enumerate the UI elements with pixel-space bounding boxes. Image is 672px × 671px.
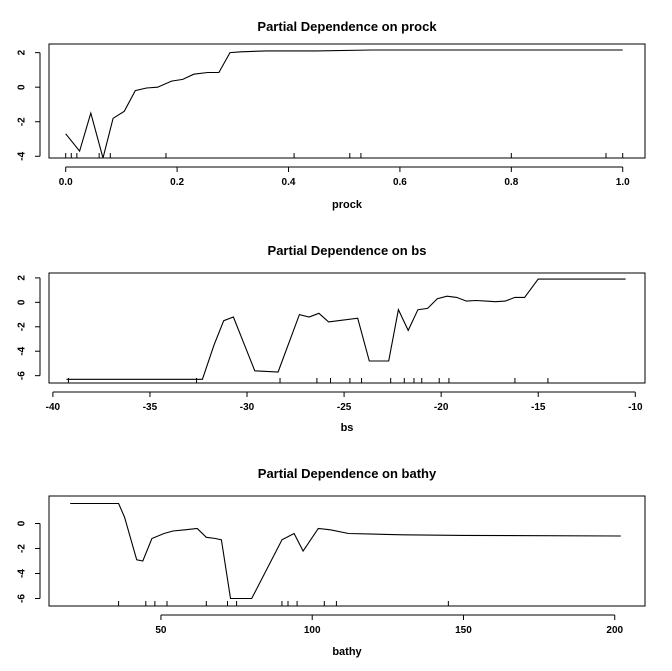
x-axis: 50 100 150 200 [155,614,624,636]
x-tick-label: 100 [304,625,321,636]
x-tick-label: 0.6 [393,177,407,188]
x-tick-label: -10 [628,402,643,413]
series-line [65,49,623,158]
chart-title: Partial Dependence on bs [268,243,427,258]
plot-frame [48,495,646,607]
x-tick-label: -40 [46,402,61,413]
x-axis: -40 -35 -30 -25 -20 -15 -10 [46,391,643,413]
y-tick-label: 2 [17,49,28,55]
y-tick-label: -6 [17,371,28,380]
y-tick-label: -2 [17,322,28,331]
x-axis: 0.0 0.2 0.4 0.6 0.8 1.0 [59,166,630,188]
y-tick-label: 0 [17,520,28,526]
x-tick-label: 200 [606,625,623,636]
x-tick-label: 50 [155,625,167,636]
chart-title: Partial Dependence on bathy [258,466,437,481]
rug-marks [65,153,624,158]
chart-panel-2: Partial Dependence on bs-40 -35 -30 -25 -20-… [17,243,646,434]
y-tick-label: -4 [17,569,28,578]
x-tick-label: 150 [455,625,472,636]
chart-title: Partial Dependence on prock [257,19,437,34]
y-tick-label: -2 [17,544,28,553]
x-tick-label: -15 [531,402,546,413]
y-tick-label: 2 [17,275,28,281]
y-tick-label: -6 [17,594,28,603]
x-tick-label: 0.2 [170,177,184,188]
y-axis: -4 -2 0 2 [17,49,41,161]
y-axis: -6 -4 -2 0 2 [17,275,41,380]
x-axis-label: bathy [332,646,362,658]
x-tick-label: -30 [240,402,255,413]
y-tick-label: 0 [17,299,28,305]
y-tick-label: -4 [17,151,28,160]
y-axis: -6 -4 -2 0 [17,520,41,603]
x-tick-label: 0.8 [504,177,518,188]
x-tick-label: -35 [143,402,158,413]
x-tick-label: 1.0 [616,177,630,188]
x-axis-label: prock [332,199,363,211]
y-tick-label: -4 [17,346,28,355]
x-axis-label: bs [341,422,354,434]
series-line [66,278,626,380]
chart-panel-3: Partial Dependence on bathy 50 100 150 200 -6… [17,466,646,658]
x-tick-label: 0.0 [59,177,73,188]
series-line [70,502,621,600]
x-tick-label: -25 [337,402,352,413]
y-tick-label: -2 [17,117,28,126]
x-tick-label: 0.4 [282,177,296,188]
plot-frame [48,43,646,159]
rug-marks [118,601,449,606]
plot-frame [48,272,646,384]
y-tick-label: 0 [17,84,28,90]
x-tick-label: -20 [434,402,449,413]
